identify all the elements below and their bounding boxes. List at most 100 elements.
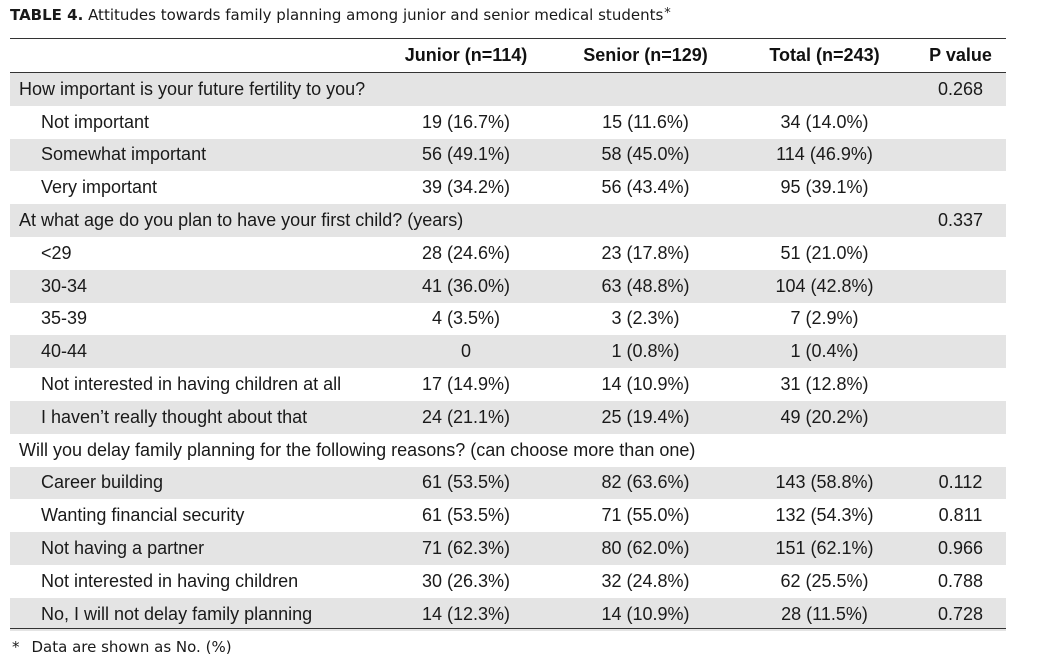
cell-p-value: 0.788 xyxy=(937,570,984,591)
cell-senior: 3 (2.3%) xyxy=(611,308,680,329)
cell-senior: 25 (19.4%) xyxy=(601,406,690,427)
table-number: TABLE 4. xyxy=(10,6,84,24)
cell-total: 34 (14.0%) xyxy=(780,111,869,132)
cell-junior: 30 (26.3%) xyxy=(421,570,511,591)
table-row: Not having a partner 71 (62.3%) 80 (62.0%)… xyxy=(10,532,1006,565)
cell-junior: 14 (12.3%) xyxy=(421,603,511,624)
table-row: Not interested in having children 30 (26.… xyxy=(10,564,1006,598)
cell-junior: 19 (16.7%) xyxy=(421,111,511,132)
cell-p-value: 0.337 xyxy=(937,210,984,231)
cell-p-value: 0.811 xyxy=(938,505,983,526)
cell-senior: 71 (55.0%) xyxy=(601,505,690,526)
cell-total: 7 (2.9%) xyxy=(790,308,859,329)
cell-senior: 58 (45.0%) xyxy=(601,144,690,165)
table-row: Wanting financial security 61 (53.5%) 71 (… xyxy=(10,499,1006,533)
cell-senior: 15 (11.6%) xyxy=(602,111,689,132)
cell-total: 132 (54.3%) xyxy=(775,505,874,526)
section-label: At what age do you plan to have your fir… xyxy=(19,210,464,231)
cell-p-value: 0.268 xyxy=(937,78,984,99)
table-row: 40-44 0 1 (0.8%) 1 (0.4%) xyxy=(10,335,1006,369)
section-row: At what age do you plan to have your fir… xyxy=(10,204,1006,237)
row-label: 40-44 xyxy=(41,341,88,362)
cell-junior: 0 xyxy=(460,341,471,362)
cell-p-value xyxy=(915,237,1006,270)
table-row: Not important 19 (16.7%) 15 (11.6%) 34 (14.… xyxy=(10,105,1006,139)
cell-senior: 14 (10.9%) xyxy=(601,603,690,624)
cell-senior: 80 (62.0%) xyxy=(601,538,690,559)
cell-junior: 61 (53.5%) xyxy=(421,505,511,526)
header-senior: Senior (n=129) xyxy=(583,45,708,65)
row-label: Very important xyxy=(41,177,158,198)
section-row: Will you delay family planning for the f… xyxy=(10,433,1006,467)
cell-senior: 1 (0.8%) xyxy=(611,341,680,362)
header-total: Total (n=243) xyxy=(769,45,880,65)
cell-total: 49 (20.2%) xyxy=(780,406,869,427)
caption-footnote-marker: * xyxy=(664,6,671,21)
cell-p-value xyxy=(915,401,1006,434)
cell-total: 151 (62.1%) xyxy=(775,538,874,559)
cell-total: 143 (58.8%) xyxy=(775,472,874,493)
cell-total: 62 (25.5%) xyxy=(780,570,869,591)
header-junior: Junior (n=114) xyxy=(404,45,528,65)
row-label: Not interested in having children at all xyxy=(41,374,342,395)
cell-senior: 56 (43.4%) xyxy=(601,177,690,198)
table-row: Career building 61 (53.5%) 82 (63.6%) 143 (… xyxy=(10,466,1006,500)
row-label: <29 xyxy=(41,242,72,263)
data-table: Junior (n=114) Senior (n=129) Total (n=2… xyxy=(10,39,1006,631)
cell-total: 28 (11.5%) xyxy=(781,603,868,624)
header-p-value: P value xyxy=(929,45,992,65)
cell-junior: 61 (53.5%) xyxy=(421,472,511,493)
header-label xyxy=(10,39,375,73)
header-row: Junior (n=114) Senior (n=129) Total (n=2… xyxy=(10,39,1006,73)
cell-total: 104 (42.8%) xyxy=(775,275,874,296)
table-row: Not interested in having children at all… xyxy=(10,368,1006,401)
row-label: 35-39 xyxy=(41,308,88,329)
cell-junior: 39 (34.2%) xyxy=(421,177,511,198)
cell-senior: 82 (63.6%) xyxy=(601,472,690,493)
cell-junior: 17 (14.9%) xyxy=(421,374,511,395)
table-row: No, I will not delay family planning 14 (… xyxy=(10,597,1006,631)
row-label: Not having a partner xyxy=(41,538,205,559)
cell-p-value xyxy=(915,171,1006,204)
cell-p-value xyxy=(915,106,1006,139)
row-label: 30-34 xyxy=(41,275,88,296)
footnote-marker: * xyxy=(12,638,20,656)
table-bottom-rule xyxy=(10,628,1006,629)
table-row: <29 28 (24.6%) 23 (17.8%) 51 (21.0%) xyxy=(10,236,1006,270)
row-label: Wanting financial security xyxy=(41,505,245,526)
cell-senior: 32 (24.8%) xyxy=(601,570,690,591)
cell-p-value xyxy=(915,270,1006,303)
row-label: Somewhat important xyxy=(41,144,207,165)
table-row: Somewhat important 56 (49.1%) 58 (45.0%) 11… xyxy=(10,138,1006,172)
row-label: Not important xyxy=(41,111,150,132)
cell-senior: 63 (48.8%) xyxy=(601,275,690,296)
cell-junior: 28 (24.6%) xyxy=(421,242,511,263)
cell-p-value xyxy=(915,139,1006,172)
section-label: Will you delay family planning for the f… xyxy=(19,439,696,460)
table-footnote: * Data are shown as No. (%) xyxy=(12,638,232,656)
cell-total: 31 (12.8%) xyxy=(780,374,869,395)
cell-total: 95 (39.1%) xyxy=(780,177,869,198)
cell-p-value: 0.728 xyxy=(937,603,984,624)
table-row: I haven’t really thought about that 24 (2… xyxy=(10,400,1006,434)
cell-p-value xyxy=(915,368,1006,401)
row-label: I haven’t really thought about that xyxy=(41,406,308,427)
cell-p-value xyxy=(915,335,1006,368)
section-row: How important is your future fertility t… xyxy=(10,72,1006,106)
cell-junior: 56 (49.1%) xyxy=(421,144,511,165)
cell-p-value: 0.966 xyxy=(937,538,984,559)
cell-p-value: 0.112 xyxy=(938,472,983,493)
table-row: 35-39 4 (3.5%) 3 (2.3%) 7 (2.9%) xyxy=(10,302,1006,336)
footnote-text: Data are shown as No. (%) xyxy=(31,638,232,656)
cell-senior: 23 (17.8%) xyxy=(601,242,690,263)
cell-total: 1 (0.4%) xyxy=(790,341,859,362)
cell-p-value xyxy=(915,303,1006,336)
row-label: Not interested in having children xyxy=(41,570,299,591)
row-label: No, I will not delay family planning xyxy=(41,603,313,624)
table-row: Very important 39 (34.2%) 56 (43.4%) 95 (39… xyxy=(10,171,1006,205)
table-caption: TABLE 4. Attitudes towards family planni… xyxy=(10,6,671,24)
cell-senior: 14 (10.9%) xyxy=(601,374,690,395)
cell-junior: 24 (21.1%) xyxy=(421,406,511,427)
table-top-rule xyxy=(10,38,1006,39)
cell-junior: 71 (62.3%) xyxy=(421,538,511,559)
